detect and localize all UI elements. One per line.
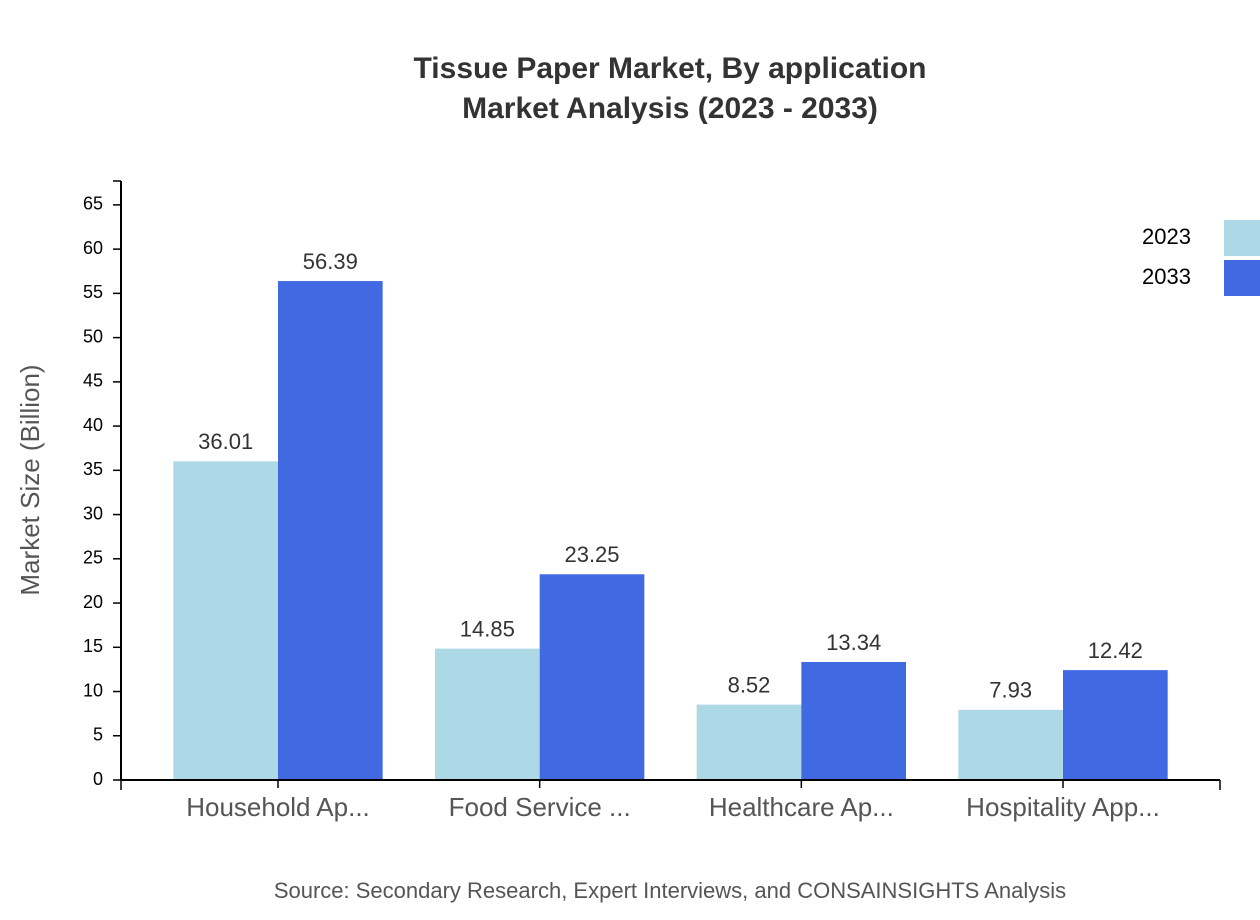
bar <box>278 281 383 780</box>
data-label: 56.39 <box>303 249 358 274</box>
bar <box>1063 670 1168 780</box>
source-note: Source: Secondary Research, Expert Inter… <box>274 878 1066 903</box>
y-tick-label: 20 <box>83 592 103 612</box>
bar <box>696 704 802 780</box>
chart-title: Tissue Paper Market, By application <box>414 52 927 85</box>
data-label: 12.42 <box>1088 638 1143 663</box>
bar <box>801 661 906 780</box>
bar <box>539 574 645 780</box>
y-tick-label: 55 <box>83 282 103 302</box>
x-tick-label: Healthcare Ap... <box>709 792 894 822</box>
data-label: 7.93 <box>989 678 1032 703</box>
x-tick-label: Household Ap... <box>186 792 370 822</box>
y-tick-label: 30 <box>83 503 103 523</box>
bar <box>435 648 540 780</box>
y-tick-label: 0 <box>93 769 103 789</box>
y-tick-label: 50 <box>83 326 103 346</box>
y-tick-label: 15 <box>83 636 103 656</box>
chart-subtitle: Market Analysis (2023 - 2033) <box>462 92 878 125</box>
data-label: 8.52 <box>728 672 771 697</box>
data-label: 14.85 <box>460 616 515 641</box>
bar <box>173 461 278 780</box>
bar <box>958 709 1063 780</box>
legend-label: 2033 <box>1142 264 1191 289</box>
y-tick-label: 5 <box>93 725 103 745</box>
y-tick-label: 45 <box>83 371 103 391</box>
y-tick-label: 40 <box>83 415 103 435</box>
legend-swatch <box>1224 220 1260 256</box>
y-tick-label: 10 <box>83 680 103 700</box>
data-label: 36.01 <box>198 429 253 454</box>
legend-label: 2023 <box>1142 224 1191 249</box>
y-tick-label: 60 <box>83 238 103 258</box>
y-tick-label: 65 <box>83 194 103 214</box>
x-tick-label: Food Service ... <box>449 792 631 822</box>
data-label: 23.25 <box>564 542 619 567</box>
y-tick-label: 25 <box>83 548 103 568</box>
y-axis-label: Market Size (Billion) <box>15 364 45 595</box>
x-tick-label: Hospitality App... <box>966 792 1160 822</box>
legend-swatch <box>1224 260 1260 296</box>
y-tick-label: 35 <box>83 459 103 479</box>
data-label: 13.34 <box>826 630 881 655</box>
